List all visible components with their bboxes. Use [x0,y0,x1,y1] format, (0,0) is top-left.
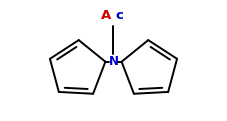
Text: A: A [101,9,111,22]
Text: N: N [109,55,118,68]
Text: c: c [116,9,123,22]
